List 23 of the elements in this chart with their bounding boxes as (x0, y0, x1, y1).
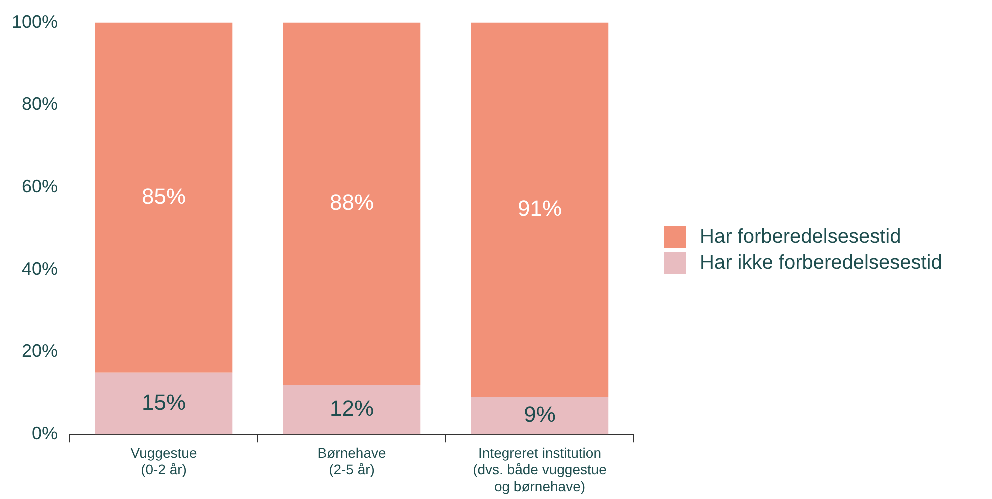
y-tick-label: 20% (22, 341, 58, 362)
y-tick-label: 100% (12, 12, 58, 32)
data-label: 12% (330, 396, 374, 421)
data-label: 9% (524, 402, 556, 428)
y-tick-label: 40% (22, 258, 58, 279)
bar (283, 22, 421, 386)
legend-label: Har forberedelsesestid (700, 224, 902, 250)
data-label: 91% (518, 196, 562, 222)
legend-label: Har ikke forberedelsesestid (700, 250, 942, 276)
y-tick-label: 80% (22, 94, 58, 114)
bar (471, 398, 609, 435)
bar (95, 372, 233, 435)
x-tick-label: Vuggestue (0-2 år) (130, 444, 198, 478)
bar (95, 22, 233, 373)
y-tick-label: 60% (22, 176, 58, 196)
y-tick-label: 0% (32, 424, 58, 444)
bar (471, 22, 609, 398)
data-label: 15% (142, 390, 186, 415)
bar (283, 385, 421, 435)
x-tick-label: Integreret institution (dvs. både vuggestue og børnehave) (473, 444, 608, 494)
data-label: 85% (142, 184, 186, 209)
data-label: 88% (330, 190, 374, 216)
x-tick-label: Børnehave (2-5 år) (318, 444, 386, 478)
